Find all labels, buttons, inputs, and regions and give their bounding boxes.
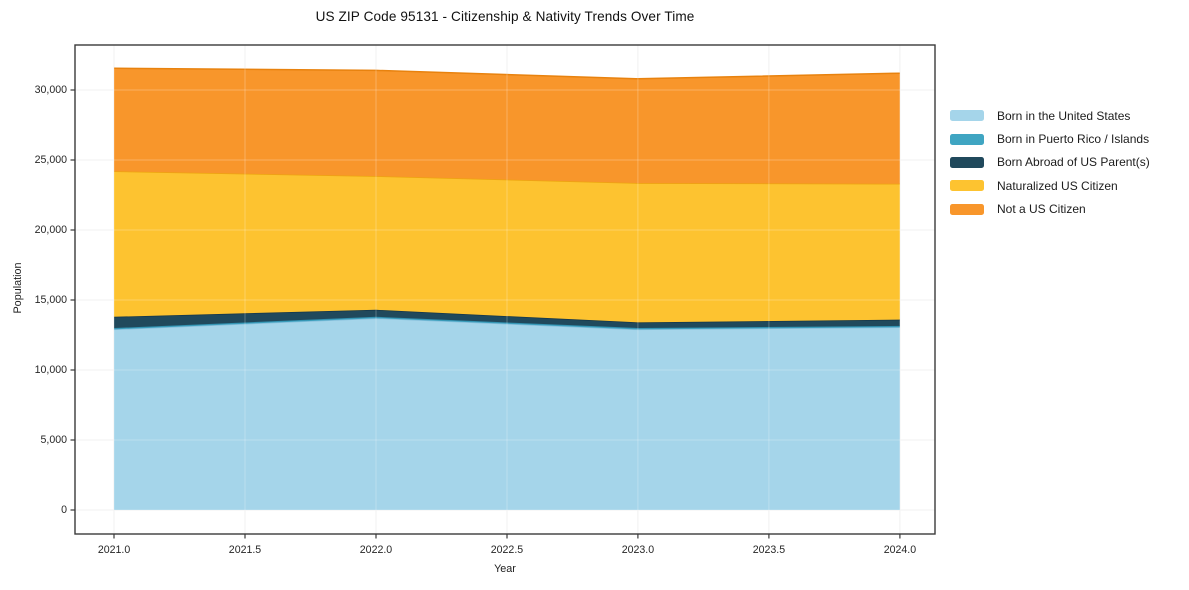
plot-border <box>74 44 936 535</box>
legend-label: Born in Puerto Rico / Islands <box>997 132 1150 147</box>
legend-label: Born in the United States <box>997 108 1131 123</box>
x-axis-label: Year <box>494 563 516 575</box>
y-axis-label: Population <box>12 262 24 314</box>
legend-label: Born Abroad of US Parent(s) <box>997 155 1150 170</box>
legend-item-born-in-the-united-states: Born in the United States <box>950 104 1150 127</box>
legend-swatch <box>950 133 984 145</box>
legend-item-not-a-us-citizen: Not a US Citizen <box>950 198 1150 221</box>
area-not-a-us-citizen <box>114 68 900 184</box>
x-tick-label: 2022.5 <box>490 544 524 556</box>
area-born-abroad-of-us-parent-s <box>114 309 900 328</box>
legend-swatch <box>950 156 984 168</box>
y-tick-label: 0 <box>61 504 67 516</box>
x-tick-label: 2023.5 <box>752 544 786 556</box>
legend-item-born-in-puerto-rico-islands: Born in Puerto Rico / Islands <box>950 127 1150 150</box>
x-tick-label: 2021.0 <box>97 544 131 556</box>
legend-swatch <box>950 110 984 122</box>
y-tick-label: 15,000 <box>34 294 67 306</box>
area-edge-not-a-us-citizen <box>113 67 900 80</box>
chart-title: US ZIP Code 95131 - Citizenship & Nativi… <box>315 9 695 24</box>
legend-swatch <box>950 203 984 215</box>
area-born-in-the-united-states <box>114 318 900 510</box>
y-tick-label: 5,000 <box>40 434 67 446</box>
legend-item-naturalized-us-citizen: Naturalized US Citizen <box>950 174 1150 197</box>
x-tick-label: 2021.5 <box>228 544 262 556</box>
x-tick-label: 2022.0 <box>359 544 393 556</box>
y-tick-label: 25,000 <box>34 153 67 166</box>
x-tick-label: 2023.0 <box>621 544 655 556</box>
legend-label: Naturalized US Citizen <box>997 178 1118 193</box>
legend-label: Not a US Citizen <box>997 202 1086 217</box>
y-tick-label: 10,000 <box>34 364 67 376</box>
area-naturalized-us-citizen <box>114 171 900 323</box>
legend-item-born-abroad-of-us-parent-s: Born Abroad of US Parent(s) <box>950 151 1150 174</box>
x-tick-label: 2024.0 <box>883 544 917 556</box>
y-tick-label: 30,000 <box>34 83 67 96</box>
y-tick-label: 20,000 <box>34 223 67 236</box>
legend-swatch <box>950 180 984 192</box>
legend: Born in the United States Born in Puerto … <box>950 104 1150 221</box>
